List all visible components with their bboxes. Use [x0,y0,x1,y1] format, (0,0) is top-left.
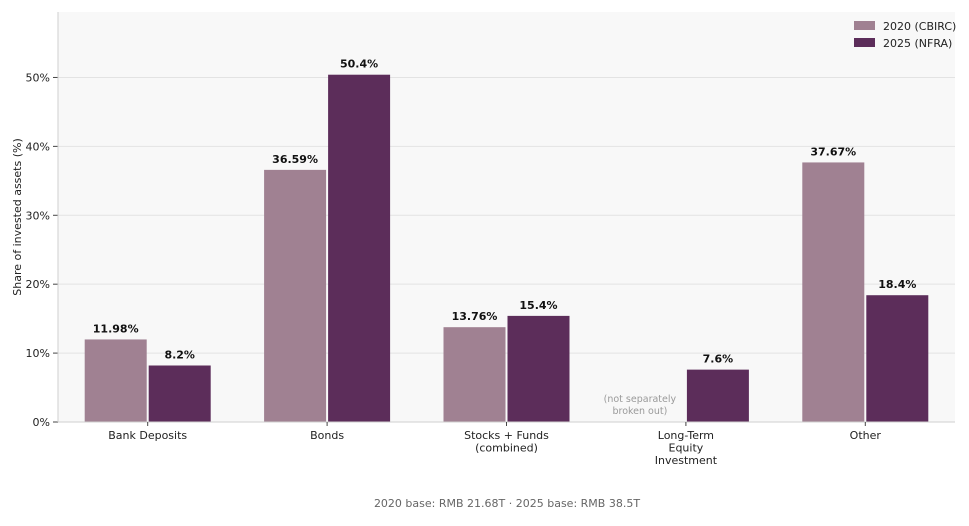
legend-swatch [854,21,875,30]
legend-label: 2025 (NFRA) [883,37,952,50]
data-label: 15.4% [519,299,557,312]
bar-2025 [148,365,211,422]
data-label: 36.59% [272,153,318,166]
bar-2025 [328,74,391,423]
x-category-label: Bank Deposits [108,429,187,442]
legend-swatch [854,38,875,47]
missing-data-note: (not separately [604,394,677,405]
x-category-label: Bonds [310,429,344,442]
bar-2020 [802,162,865,422]
base-footnote: 2020 base: RMB 21.68T · 2025 base: RMB 3… [374,497,640,510]
data-label: 8.2% [164,348,195,361]
bar-2025 [866,295,929,422]
data-label: 7.6% [703,353,734,366]
y-tick-label: 30% [26,209,50,222]
x-category-label: (combined) [475,442,538,455]
legend-label: 2020 (CBIRC) [883,20,956,33]
x-category-label: Other [850,429,882,442]
y-tick-label: 0% [33,416,50,429]
missing-data-note: broken out) [612,406,667,417]
bar-2025 [507,315,570,422]
data-label: 11.98% [93,322,139,335]
legend: 2020 (CBIRC) 2025 (NFRA) [854,20,956,50]
y-tick-label: 10% [26,347,50,360]
y-tick-label: 50% [26,71,50,84]
bar-2020 [84,339,147,422]
bar-2025 [686,369,749,422]
data-labels: 11.98% 8.2% 36.59% 50.4% 13.76% 15.4% 7.6% (not… [93,58,917,417]
x-category-label: Long-Term [658,429,714,442]
y-tick-label: 20% [26,278,50,291]
data-label: 37.67% [810,145,856,158]
data-label: 50.4% [340,58,378,71]
x-category-label: Investment [655,454,718,467]
bars [84,74,929,423]
y-tick-label: 40% [26,140,50,153]
bar-2020 [264,169,327,422]
data-label: 13.76% [452,310,498,323]
data-label: 18.4% [878,278,916,291]
axes: 0% 10% 20% 30% 40% 50% Bank Deposits Bonds Stock… [26,12,955,467]
y-axis-title: Share of invested assets (%) [11,138,24,295]
x-category-label: Stocks + Funds [464,429,549,442]
bar-2020 [443,327,506,422]
x-category-label: Equity [669,442,704,455]
